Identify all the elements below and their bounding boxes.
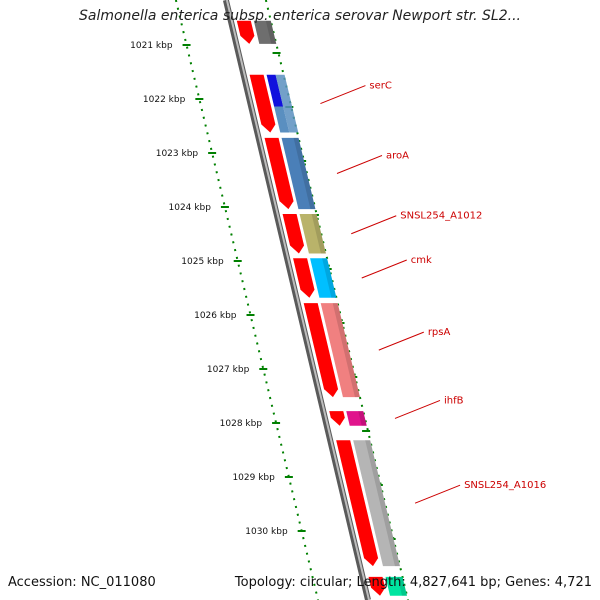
kbp-tick-label: 1027 kbp — [207, 365, 250, 375]
scale-guide-right — [264, 0, 409, 600]
kbp-tick-label: 1022 kbp — [143, 95, 186, 105]
backbone-highlight — [225, 0, 370, 600]
accession-label: Accession: NC_011080 — [8, 575, 156, 590]
gene-bar — [299, 214, 326, 254]
gene-callout-line — [320, 85, 366, 105]
gene-bar-shade — [397, 576, 408, 596]
gene-bar — [253, 20, 277, 44]
gene-label-serc: serC — [369, 81, 391, 92]
kbp-tick-label: 1023 kbp — [156, 149, 199, 159]
gene-bar — [385, 576, 408, 596]
gene-bar-shade — [322, 258, 337, 298]
gene-callout-line — [414, 484, 461, 504]
kbp-tick-label: 1030 kbp — [245, 527, 288, 537]
cds-arrow — [249, 74, 276, 133]
gene-features — [236, 20, 408, 596]
gene-bar-shade — [311, 214, 326, 254]
scale-guide-left — [174, 0, 319, 600]
gene-bar — [346, 411, 367, 426]
gene-bar-shade — [358, 411, 367, 426]
gene-label-rpsa: rpsA — [428, 327, 451, 338]
cds-arrow — [329, 411, 345, 426]
gene-bar — [281, 137, 316, 210]
gene-callout-line — [378, 331, 424, 351]
backbone — [222, 0, 371, 600]
kbp-tick-label: 1025 kbp — [181, 257, 224, 267]
gene-label-aroa: aroA — [386, 151, 409, 162]
kbp-tick-label: 1029 kbp — [232, 473, 275, 483]
cds-arrow — [282, 214, 305, 254]
cds-arrow — [293, 258, 315, 298]
cds-arrow — [236, 20, 255, 44]
gene-bar-shade — [365, 440, 400, 567]
gene-callout-line — [394, 399, 441, 419]
gene-bar — [274, 106, 290, 133]
gene-label-snsl254_a1016: SNSL254_A1016 — [464, 480, 546, 491]
gene-bar-shade — [293, 137, 316, 210]
gene-bar — [266, 74, 284, 107]
gene-bar — [320, 303, 360, 398]
kbp-tick-label: 1028 kbp — [220, 419, 263, 429]
gene-callout-line — [336, 155, 383, 174]
kbp-tick-label: 1026 kbp — [194, 311, 237, 321]
gene-bar — [310, 258, 337, 298]
gene-label-ihfb: ihfB — [444, 395, 464, 406]
gene-bar-shade — [275, 74, 299, 133]
gene-bar — [353, 440, 400, 567]
cds-arrow — [336, 440, 379, 567]
genome-title: Salmonella enterica subsp. enterica sero… — [79, 8, 521, 24]
cds-arrow — [368, 576, 386, 596]
topology-summary: Topology: circular; Length: 4,827,641 bp… — [234, 575, 592, 590]
kbp-tick-label: 1024 kbp — [169, 203, 212, 213]
kbp-tick-label: 1021 kbp — [130, 41, 173, 51]
gene-label-snsl254_a1012: SNSL254_A1012 — [400, 211, 482, 222]
cds-arrow — [303, 303, 339, 398]
gene-bar-shade — [332, 303, 360, 398]
gene-label-cmk: cmk — [411, 255, 432, 266]
gene-callout-line — [351, 215, 397, 235]
gene-bar-shade — [265, 20, 277, 44]
cds-arrow — [264, 137, 294, 210]
gene-callout-line — [361, 259, 407, 279]
